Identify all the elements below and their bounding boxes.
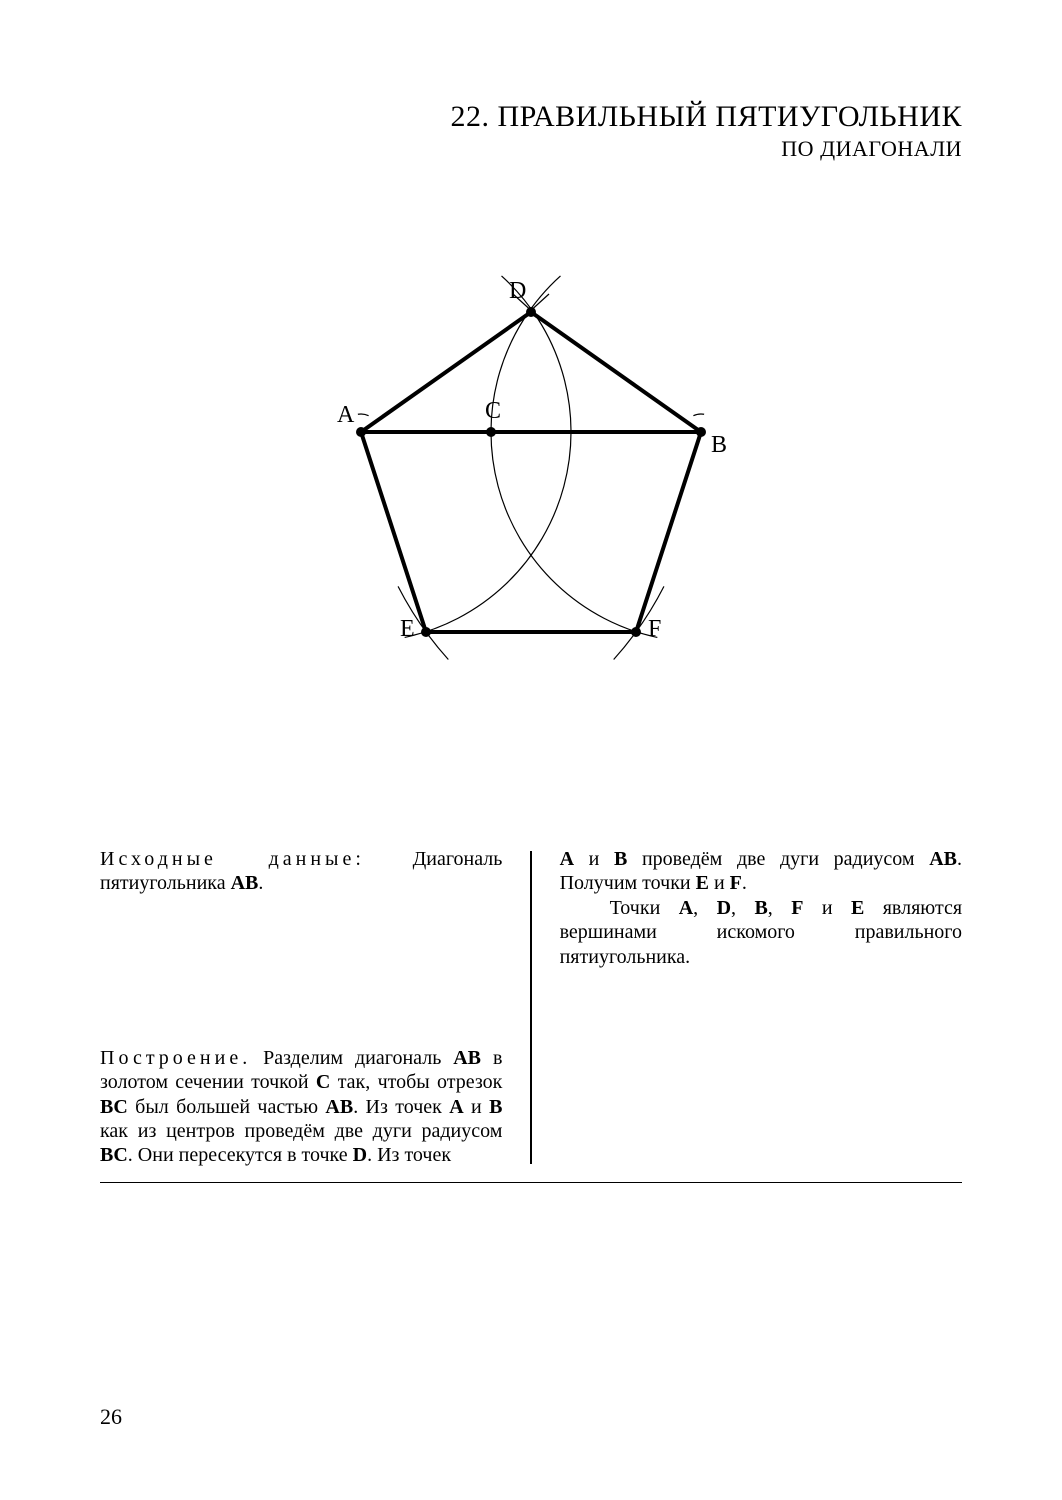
bottom-rule [100,1182,962,1183]
l12: В [489,1096,502,1118]
r9: F [730,872,742,894]
r3: В [614,848,627,870]
q8: F [791,897,803,919]
intro-text-3: . [258,872,263,894]
page-number: 26 [100,1404,122,1430]
l16: D [353,1144,367,1166]
l11: и [464,1096,489,1118]
page-title: 22. ПРАВИЛЬНЫЙ ПЯТИУГОЛЬНИК [290,100,962,134]
l17: . Из точек [367,1144,451,1166]
title-block: 22. ПРАВИЛЬНЫЙ ПЯТИУГОЛЬНИК ПО ДИАГОНАЛИ [290,100,962,162]
construction-left: Построение. Разделим диагональ АВ в золо… [100,1046,502,1168]
q9: и [803,897,851,919]
q5: , [731,897,754,919]
build-label: Построение. [100,1047,251,1069]
l13: как из цен­тров проведём две дуги радиус… [100,1120,502,1142]
q3: , [693,897,716,919]
left-column: Исходные данные: Диагональ пятиугольника… [100,847,530,1168]
svg-text:B: B [711,432,727,458]
q6: В [754,897,767,919]
svg-text:D: D [509,278,526,304]
l14: ВС [100,1144,128,1166]
intro-paragraph: Исходные данные: Диагональ пятиугольника… [100,847,502,896]
l8: АВ [325,1096,353,1118]
pentagon-diagram: A B C D E F [231,242,831,682]
r8: и [709,872,730,894]
geometry-figure: A B C D E F [100,242,962,687]
text-columns: Исходные данные: Диагональ пятиугольника… [100,847,962,1168]
r2: и [574,848,614,870]
r4: проведём две дуги радиусом [627,848,929,870]
q2: А [679,897,693,919]
intro-ab: АВ [231,872,259,894]
l1: Разделим диагональ [251,1047,453,1069]
q1: Точки [610,897,679,919]
title-subtitle: ПО ДИАГОНАЛИ [290,136,962,162]
title-main: ПРАВИЛЬНЫЙ ПЯТИУГОЛЬНИК [497,100,962,133]
l7: был большей ча­стью [128,1096,326,1118]
l5: так, чтобы отрезок [330,1071,502,1093]
svg-text:A: A [337,402,355,428]
svg-text:C: C [485,398,501,424]
l6: ВС [100,1096,128,1118]
l4: С [316,1071,330,1093]
r7: Е [696,872,709,894]
svg-text:F: F [648,616,661,642]
l9: . Из точек [353,1096,449,1118]
r1: А [560,848,574,870]
right-column: А и В проведём две дуги радиусом АВ. Пол… [532,847,962,1168]
l2: АВ [453,1047,481,1069]
q10: Е [851,897,864,919]
q7: , [768,897,791,919]
q4: D [717,897,731,919]
l15: . Они пересекутся в точке [128,1144,353,1166]
r10: . [742,872,747,894]
l10: А [449,1096,463,1118]
r5: АВ [929,848,957,870]
intro-label: Исходные данные: [100,848,365,870]
title-number: 22. [450,100,489,133]
svg-text:E: E [400,616,415,642]
construction-right: А и В проведём две дуги радиусом АВ. Пол… [560,847,962,969]
